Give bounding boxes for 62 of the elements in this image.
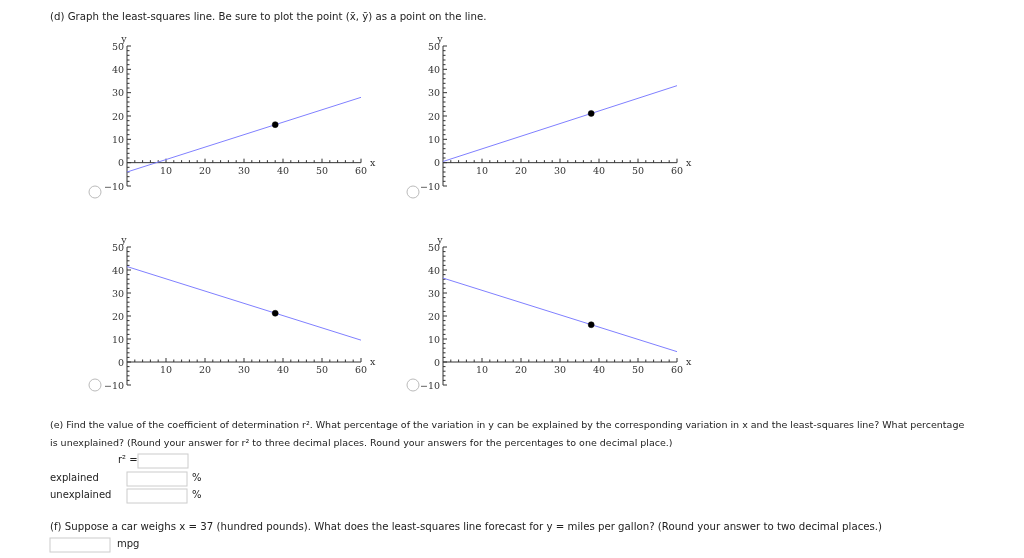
x-tick-label: 50 bbox=[631, 164, 645, 176]
y-tick-label: 10 bbox=[427, 333, 440, 345]
y-tick-label: 10 bbox=[111, 333, 124, 345]
text: % bbox=[192, 472, 202, 483]
y-tick-label: 20 bbox=[427, 110, 440, 122]
text: is unexplained? (Round your answer for r² to three decimal places. Round your answers for the percentages to one decimal place.) bbox=[50, 437, 673, 448]
text: % bbox=[192, 489, 202, 500]
text: r² = bbox=[118, 454, 138, 465]
x-tick-label: 50 bbox=[315, 164, 329, 176]
y-tick-label: 20 bbox=[427, 310, 440, 322]
x-tick-label: 40 bbox=[276, 364, 290, 375]
x-tick-label: 30 bbox=[237, 164, 251, 176]
x-tick-label: 50 bbox=[315, 364, 329, 375]
y-tick-label: −10 bbox=[103, 180, 124, 192]
x-tick-label: 60 bbox=[670, 164, 684, 176]
y-tick-label: 0 bbox=[117, 356, 124, 368]
y-tick-label: 40 bbox=[111, 264, 124, 276]
x-tick-label: 40 bbox=[276, 164, 290, 176]
x-tick-label: 20 bbox=[198, 164, 212, 176]
x-tick-label: 30 bbox=[553, 164, 567, 176]
y-tick-label: 40 bbox=[427, 63, 440, 75]
x-tick-label: 10 bbox=[159, 364, 173, 375]
text: (e) Find the value of the coefficient of determination r². What percentage of the variation in y can be explained by the corresponding variation in x and the least-squares line? What percentage bbox=[50, 419, 965, 430]
text: (f) Suppose a car weighs x = 37 (hundred pounds). What does the least-squares line forecast for y = miles per gallon? (Round your answer to two decimal places.) bbox=[50, 521, 883, 532]
x-tick-label: 10 bbox=[475, 364, 489, 375]
x-tick-label: 60 bbox=[670, 364, 684, 375]
x-tick-label: 60 bbox=[354, 364, 368, 375]
y-tick-label: 20 bbox=[111, 310, 124, 322]
y-tick-label: 30 bbox=[111, 287, 124, 299]
x-axis-title: x bbox=[686, 356, 692, 367]
x-tick-label: 10 bbox=[475, 164, 489, 176]
y-tick-label: 40 bbox=[427, 264, 440, 276]
y-tick-label: 0 bbox=[433, 356, 440, 368]
y-tick-label: 0 bbox=[117, 157, 124, 169]
y-tick-label: 0 bbox=[433, 157, 440, 169]
y-tick-label: −10 bbox=[419, 379, 440, 391]
x-tick-label: 30 bbox=[237, 364, 251, 375]
y-tick-label: 40 bbox=[111, 63, 124, 75]
x-tick-label: 50 bbox=[631, 364, 645, 375]
text: explained bbox=[50, 472, 99, 483]
y-tick-label: 30 bbox=[427, 87, 440, 99]
x-axis-title: x bbox=[370, 156, 376, 168]
y-tick-label: 30 bbox=[111, 87, 124, 99]
x-tick-label: 20 bbox=[514, 164, 528, 176]
x-axis-title: x bbox=[686, 156, 692, 168]
x-tick-label: 20 bbox=[198, 364, 212, 375]
x-tick-label: 30 bbox=[553, 364, 567, 375]
x-tick-label: 10 bbox=[159, 164, 173, 176]
y-tick-label: 20 bbox=[111, 110, 124, 122]
text: unexplained bbox=[50, 489, 112, 500]
y-tick-label: −10 bbox=[419, 180, 440, 192]
x-axis-title: x bbox=[370, 356, 376, 367]
y-tick-label: −10 bbox=[103, 379, 124, 391]
x-tick-label: 40 bbox=[592, 364, 606, 375]
y-tick-label: 10 bbox=[427, 133, 440, 145]
x-tick-label: 40 bbox=[592, 164, 606, 176]
text: (d) Graph the least-squares line. Be sure to plot the point (x̄, ȳ) as a point on the line. bbox=[50, 11, 487, 22]
y-tick-label: 30 bbox=[427, 287, 440, 299]
y-tick-label: 10 bbox=[111, 133, 124, 145]
x-tick-label: 60 bbox=[354, 164, 368, 176]
x-tick-label: 20 bbox=[514, 364, 528, 375]
text: mpg bbox=[117, 538, 140, 549]
